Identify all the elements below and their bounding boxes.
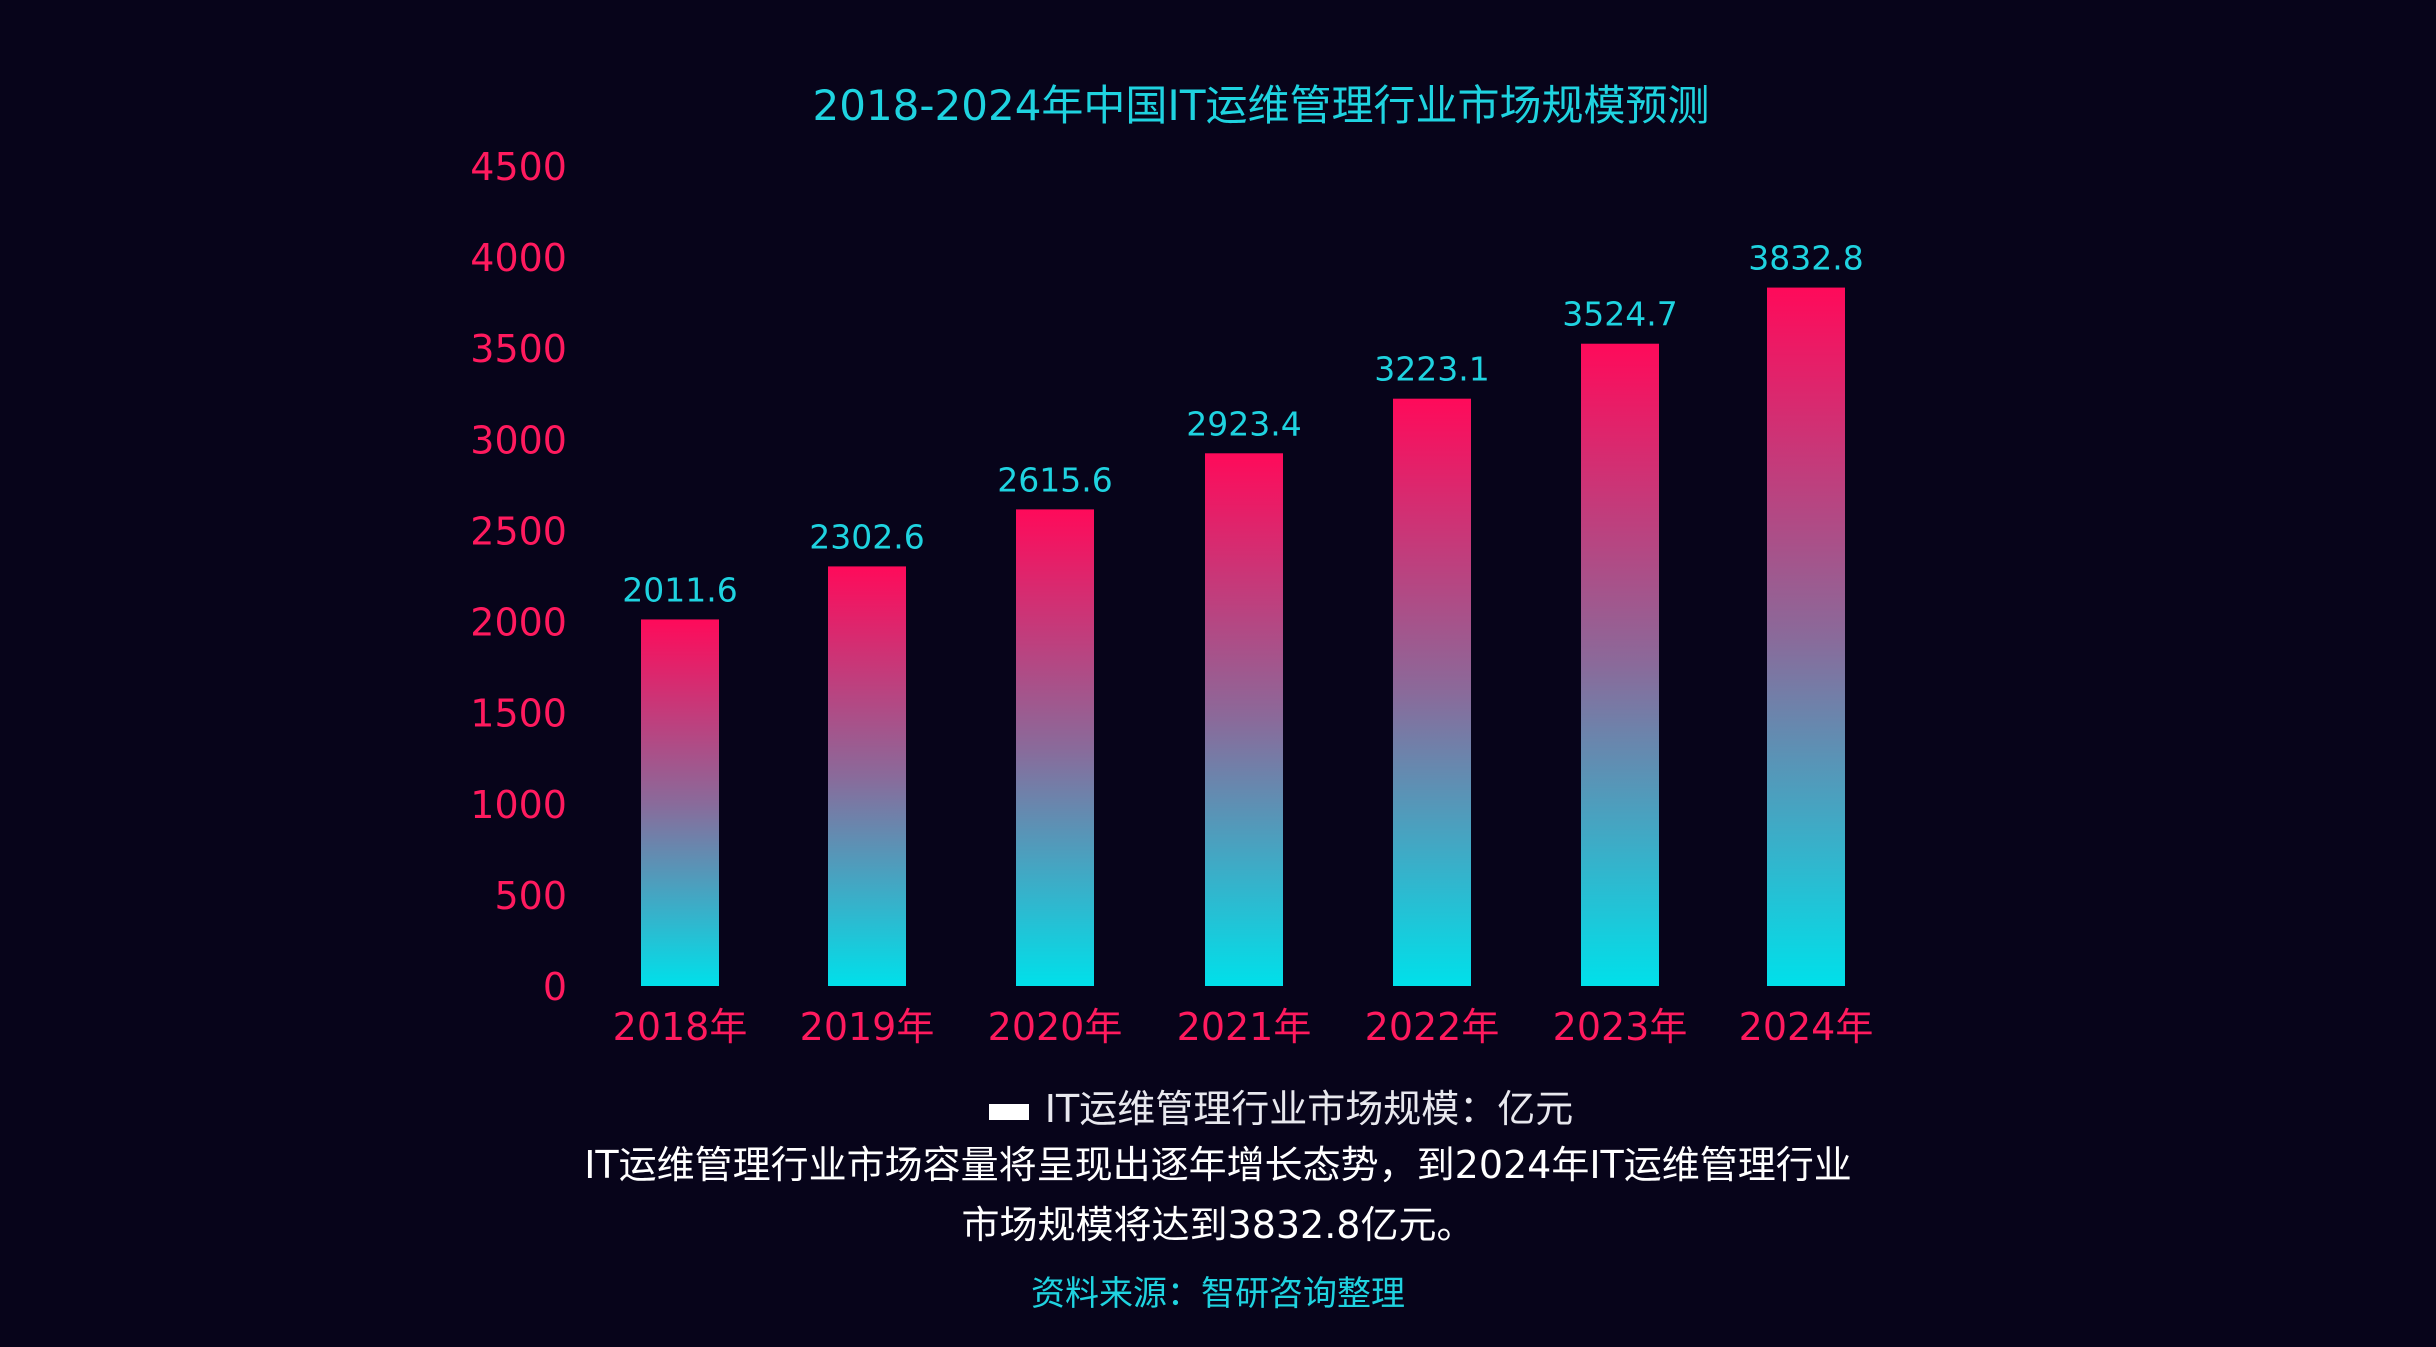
legend-swatch: [988, 1103, 1029, 1120]
x-tick-label: 2024年: [1739, 1005, 1874, 1049]
data-label: 2923.4: [1186, 404, 1301, 443]
x-tick-label: 2020年: [988, 1005, 1123, 1049]
legend: IT运维管理行业市场规模：亿元: [0, 1078, 2436, 1133]
y-tick-label: 1500: [470, 692, 567, 736]
x-tick-label: 2018年: [613, 1005, 748, 1049]
y-tick-label: 4000: [470, 236, 567, 280]
y-tick-label: 4500: [470, 145, 567, 189]
y-tick-label: 3500: [470, 327, 567, 371]
x-tick-label: 2021年: [1177, 1005, 1312, 1049]
x-tick-label: 2022年: [1365, 1005, 1500, 1049]
chart-title: 2018-2024年中国IT运维管理行业市场规模预测: [813, 81, 1710, 130]
bar: [1767, 287, 1845, 986]
description-line-1: IT运维管理行业市场容量将呈现出逐年增长态势，到2024年IT运维管理行业: [584, 1143, 1852, 1187]
bar: [1581, 343, 1659, 987]
y-tick-label: 1000: [470, 783, 567, 827]
data-label: 3524.7: [1562, 295, 1677, 334]
bar: [1393, 398, 1471, 986]
legend-label: IT运维管理行业市场规模：亿元: [1044, 1087, 1574, 1131]
x-tick-label: 2019年: [800, 1005, 935, 1049]
bar: [1205, 453, 1283, 986]
data-label: 2011.6: [622, 570, 737, 609]
description: IT运维管理行业市场容量将呈现出逐年增长态势，到2024年IT运维管理行业 市场…: [0, 1135, 2436, 1255]
y-tick-label: 2500: [470, 509, 567, 553]
data-label: 3832.8: [1748, 239, 1863, 278]
bar: [641, 619, 719, 986]
description-line-2: 市场规模将达到3832.8亿元。: [961, 1203, 1475, 1247]
data-label: 3223.1: [1374, 350, 1489, 389]
data-label: 2302.6: [809, 517, 924, 556]
y-tick-label: 3000: [470, 418, 567, 462]
data-label: 2615.6: [997, 460, 1112, 499]
x-tick-label: 2023年: [1553, 1005, 1688, 1049]
y-tick-label: 2000: [470, 601, 567, 645]
bar: [1016, 509, 1094, 986]
bar: [828, 566, 906, 986]
y-tick-label: 500: [494, 874, 567, 918]
source-note: 资料来源：智研咨询整理: [1031, 1274, 1405, 1314]
y-tick-label: 0: [543, 965, 567, 1009]
